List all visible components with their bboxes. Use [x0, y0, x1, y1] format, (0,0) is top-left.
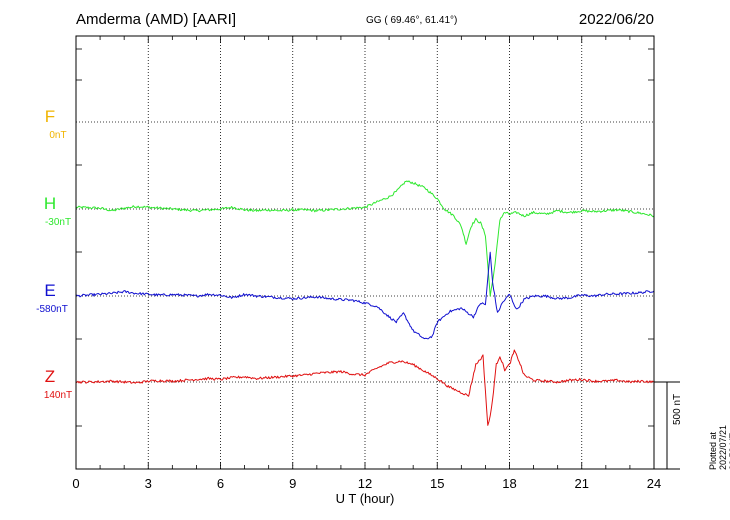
- scale-bar: [654, 381, 680, 470]
- x-tick-label: 0: [72, 476, 80, 491]
- x-axis-ticks: [75, 36, 655, 469]
- series-line-h: [75, 180, 655, 297]
- data-traces: [75, 180, 655, 426]
- x-tick-label: 21: [574, 476, 589, 491]
- grid-lines: [76, 36, 654, 469]
- channel-e-baseline: -580nT: [36, 304, 68, 315]
- channel-h-label: H: [43, 194, 57, 213]
- scale-bar-label: 500 nT: [672, 393, 683, 425]
- geo-coordinates: GG ( 69.46°, 61.41°): [366, 15, 458, 26]
- channel-z-label: Z: [44, 367, 56, 386]
- x-tick-label: 18: [502, 476, 517, 491]
- x-tick-label: 24: [646, 476, 662, 491]
- x-tick-label: 6: [216, 476, 225, 491]
- series-line-e: [75, 251, 655, 340]
- channel-f-label: F: [44, 107, 56, 126]
- x-tick-label: 15: [430, 476, 445, 491]
- channel-h-baseline: -30nT: [44, 217, 72, 228]
- station-title: Amderma (AMD) [AARI]: [76, 11, 237, 28]
- plotted-timestamp: Plotted at 2022/07/21 00:52 UT: [708, 424, 730, 470]
- x-tick-label: 12: [357, 476, 373, 491]
- channel-z-baseline: 140nT: [43, 390, 73, 401]
- plot-date: 2022/06/20: [578, 11, 654, 28]
- channel-f-baseline: 0nT: [49, 130, 67, 141]
- channel-e-label: E: [44, 281, 56, 300]
- x-tick-label: 3: [144, 476, 152, 491]
- series-line-z: [75, 349, 655, 426]
- x-tick-label: 9: [289, 476, 297, 491]
